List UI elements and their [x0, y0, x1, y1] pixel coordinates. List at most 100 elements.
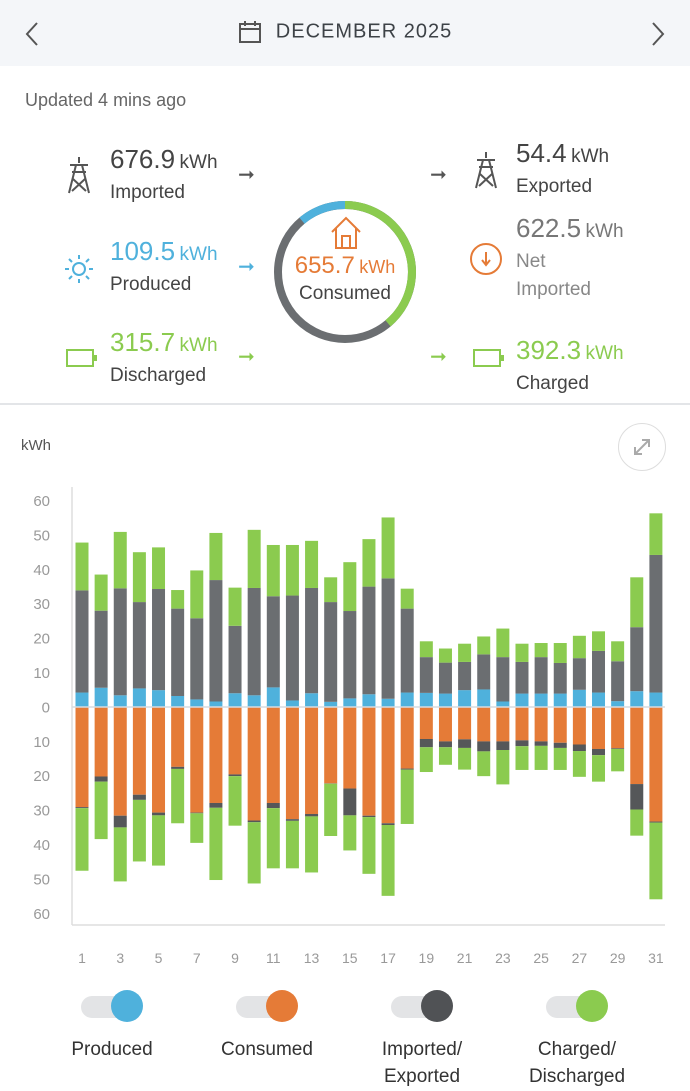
bar-exported — [477, 741, 491, 752]
bar-produced — [400, 692, 414, 707]
bar-produced — [343, 698, 357, 707]
toggle-switch[interactable] — [81, 988, 143, 1022]
bar-produced — [305, 693, 319, 707]
bar-consumed — [496, 707, 510, 742]
bar-discharged — [209, 532, 223, 581]
arrow-right-icon: ➞ — [430, 346, 447, 368]
bar-charged — [152, 815, 166, 866]
bar-charged — [630, 809, 644, 836]
bar-imported — [553, 662, 567, 694]
bar-discharged — [611, 641, 625, 662]
consumed-stat: 655.7 kWh Consumed — [272, 252, 418, 308]
legend-produced-toggle[interactable]: Produced — [37, 988, 187, 1063]
bar-produced — [324, 701, 338, 707]
bar-exported — [209, 802, 223, 808]
y-tick-label: 60 — [33, 493, 50, 510]
bar-exported — [553, 742, 567, 748]
bar-produced — [132, 688, 146, 707]
legend-charged-discharged-toggle[interactable]: Charged/Discharged — [502, 988, 652, 1090]
bar-produced — [458, 690, 472, 707]
discharged-label: Discharged — [110, 365, 207, 386]
bar-exported — [343, 788, 357, 816]
bar-produced — [152, 690, 166, 707]
bar-produced — [381, 698, 395, 707]
bar-imported — [592, 650, 606, 693]
exported-unit: kWh — [571, 146, 610, 167]
bar-discharged — [572, 635, 586, 659]
legend-label: Produced — [71, 1039, 153, 1060]
imported-label: Imported — [110, 182, 185, 203]
bar-discharged — [438, 648, 452, 663]
bar-imported — [228, 625, 242, 694]
bar-discharged — [458, 643, 472, 662]
bar-consumed — [362, 707, 376, 816]
bar-charged — [381, 824, 395, 896]
bar-imported — [324, 602, 338, 702]
bar-exported — [75, 807, 89, 809]
bar-produced — [362, 694, 376, 707]
x-tick-label: 29 — [610, 950, 626, 966]
y-tick-label: 40 — [33, 562, 50, 579]
bar-exported — [515, 740, 529, 747]
bar-exported — [496, 741, 510, 750]
bar-charged — [362, 817, 376, 874]
x-tick-label: 13 — [304, 950, 320, 966]
bar-discharged — [553, 643, 567, 663]
bar-imported — [630, 627, 644, 692]
bar-consumed — [324, 707, 338, 784]
bar-discharged — [381, 517, 395, 579]
legend-consumed-toggle[interactable]: Consumed — [192, 988, 342, 1063]
bar-produced — [228, 693, 242, 707]
previous-month-button[interactable] — [12, 14, 52, 54]
toggle-switch[interactable] — [391, 988, 453, 1022]
month-title: DECEMBER 2025 — [275, 20, 453, 43]
bar-consumed — [132, 707, 146, 795]
charged-unit: kWh — [585, 343, 624, 364]
bar-charged — [592, 755, 606, 782]
bar-charged — [496, 750, 510, 785]
legend-label: Consumed — [221, 1039, 313, 1060]
chevron-left-icon — [25, 22, 38, 46]
bar-exported — [381, 823, 395, 825]
bar-exported — [649, 821, 663, 823]
bar-exported — [247, 820, 261, 823]
bar-exported — [400, 768, 414, 770]
expand-chart-button[interactable] — [618, 423, 666, 471]
bar-exported — [190, 812, 204, 814]
bar-produced — [266, 687, 280, 707]
bar-discharged — [496, 628, 510, 658]
next-month-button[interactable] — [638, 14, 678, 54]
bar-consumed — [247, 707, 261, 821]
bar-charged — [171, 768, 185, 824]
x-tick-label: 25 — [533, 950, 549, 966]
section-divider — [0, 403, 690, 405]
bar-exported — [113, 815, 127, 828]
consumed-unit: kWh — [359, 257, 396, 277]
chevron-right-icon — [652, 22, 665, 46]
bar-imported — [400, 608, 414, 693]
bar-exported — [94, 776, 108, 782]
exported-stat: 54.4 kWh Exported — [516, 138, 609, 201]
bar-imported — [343, 611, 357, 699]
x-tick-label: 9 — [231, 950, 239, 966]
month-picker[interactable]: DECEMBER 2025 — [0, 20, 690, 44]
bar-charged — [400, 769, 414, 824]
bar-consumed — [228, 707, 242, 775]
bar-imported — [113, 588, 127, 696]
bar-consumed — [611, 707, 625, 749]
bar-charged — [515, 746, 529, 770]
bar-imported — [75, 590, 89, 693]
arrow-right-icon: ➞ — [238, 256, 255, 278]
net-label-2: Imported — [516, 279, 591, 300]
imported-stat: 676.9 kWh Imported — [110, 144, 218, 207]
produced-value: 109.5 — [110, 236, 176, 266]
bar-produced — [515, 693, 529, 707]
exported-value: 54.4 — [516, 138, 567, 168]
toggle-switch[interactable] — [546, 988, 608, 1022]
updated-status: Updated 4 mins ago — [25, 90, 187, 110]
legend-imported-exported-toggle[interactable]: Imported/Exported — [347, 988, 497, 1090]
toggle-switch[interactable] — [236, 988, 298, 1022]
bar-imported — [611, 661, 625, 702]
bar-charged — [94, 781, 108, 840]
bar-charged — [75, 808, 89, 871]
